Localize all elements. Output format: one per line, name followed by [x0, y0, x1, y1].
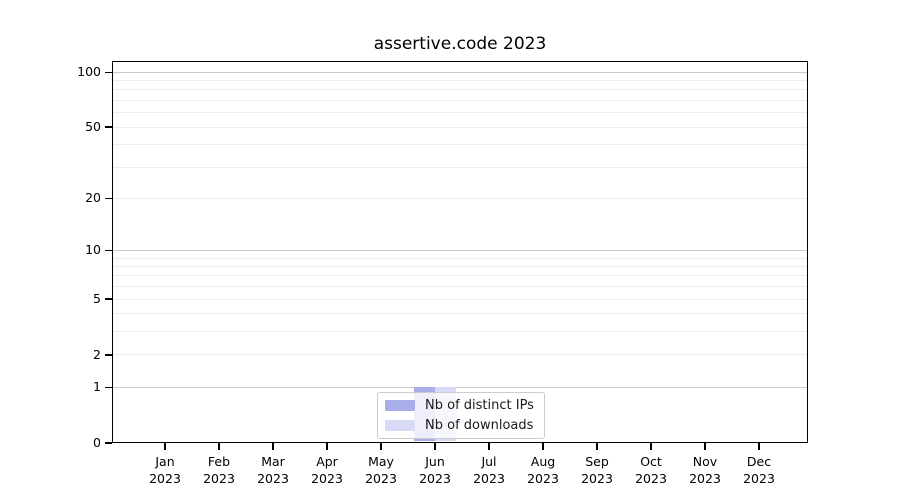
legend-label-distinct-ips: Nb of distinct IPs [425, 398, 534, 413]
x-tick-mark [650, 443, 652, 450]
x-tick-year: 2023 [581, 471, 613, 486]
x-tick-month: Oct [640, 454, 662, 469]
x-tick-mark [488, 443, 490, 450]
gridline-minor [113, 166, 807, 168]
gridline-minor [113, 257, 807, 259]
y-tick-mark [105, 354, 112, 356]
x-tick-year: 2023 [743, 471, 775, 486]
x-tick-label: Jan 2023 [135, 453, 195, 487]
gridline-minor [113, 112, 807, 114]
gridline-minor [113, 298, 807, 300]
x-tick-mark [272, 443, 274, 450]
gridlines-layer [113, 62, 807, 442]
x-tick-month: Feb [207, 454, 231, 469]
y-tick-mark [105, 71, 112, 73]
x-tick-month: Jul [481, 454, 497, 469]
gridline-minor [113, 354, 807, 356]
bars-layer [113, 62, 807, 442]
x-tick-mark [164, 443, 166, 450]
x-tick-label: Mar 2023 [243, 453, 303, 487]
gridline-major [113, 249, 807, 251]
plot-area: Nb of distinct IPs Nb of downloads [112, 61, 808, 443]
x-tick-year: 2023 [419, 471, 451, 486]
x-tick-month: Jan [155, 454, 175, 469]
gridline-minor [113, 144, 807, 146]
x-tick-year: 2023 [689, 471, 721, 486]
gridline-minor [113, 313, 807, 315]
x-tick-mark [758, 443, 760, 450]
x-tick-month: Dec [746, 454, 772, 469]
legend-label-downloads: Nb of downloads [425, 418, 534, 433]
x-tick-label: Dec 2023 [729, 453, 789, 487]
x-tick-year: 2023 [527, 471, 559, 486]
x-tick-year: 2023 [149, 471, 181, 486]
y-tick-label: 5 [93, 291, 101, 306]
gridline-minor [113, 286, 807, 288]
x-tick-label: Feb 2023 [189, 453, 249, 487]
x-tick-month: Nov [692, 454, 718, 469]
x-tick-label: Sep 2023 [567, 453, 627, 487]
x-tick-year: 2023 [473, 471, 505, 486]
x-tick-mark [704, 443, 706, 450]
y-tick-label: 50 [85, 119, 101, 135]
x-tick-mark [326, 443, 328, 450]
gridline-minor [113, 275, 807, 277]
gridline-minor [113, 100, 807, 101]
x-tick-month: Sep [585, 454, 609, 469]
gridline-minor [113, 80, 807, 82]
y-tick-mark [105, 386, 112, 389]
x-tick-label: Aug 2023 [513, 453, 573, 487]
x-tick-month: May [368, 454, 394, 469]
y-tick-label: 10 [85, 242, 101, 258]
x-tick-mark [380, 443, 382, 450]
legend-swatch-downloads [385, 420, 415, 431]
y-tick-mark [105, 126, 112, 128]
gridline-major [113, 71, 807, 73]
y-tick-label: 100 [77, 64, 101, 80]
x-tick-year: 2023 [365, 471, 397, 486]
x-tick-month: Jun [425, 454, 445, 469]
x-tick-label: Jul 2023 [459, 453, 519, 487]
x-tick-label: Nov 2023 [675, 453, 735, 487]
x-tick-label: May 2023 [351, 453, 411, 487]
gridline-minor [113, 266, 807, 267]
gridline-minor [113, 89, 807, 91]
x-tick-mark [542, 443, 544, 450]
x-tick-mark [434, 443, 436, 450]
gridline-minor [113, 331, 807, 333]
chart-title: assertive.code 2023 [373, 34, 547, 54]
y-tick-mark [105, 197, 112, 200]
x-tick-year: 2023 [203, 471, 235, 486]
y-tick-label: 0 [93, 435, 101, 450]
y-tick-mark [105, 442, 112, 444]
legend: Nb of distinct IPs Nb of downloads [377, 392, 545, 439]
x-tick-month: Mar [261, 454, 285, 469]
legend-swatch-distinct-ips [385, 400, 415, 411]
x-tick-month: Aug [530, 454, 556, 469]
x-tick-label: Oct 2023 [621, 453, 681, 487]
legend-item-distinct-ips: Nb of distinct IPs [378, 397, 544, 414]
x-tick-year: 2023 [257, 471, 289, 486]
x-tick-year: 2023 [311, 471, 343, 486]
y-tick-label: 20 [85, 190, 101, 206]
x-tick-label: Jun 2023 [405, 453, 465, 487]
x-tick-month: Apr [316, 454, 338, 469]
x-tick-year: 2023 [635, 471, 667, 486]
y-tick-mark [105, 249, 112, 252]
x-tick-mark [596, 443, 598, 450]
gridline-minor [113, 197, 807, 199]
gridline-minor [113, 126, 807, 128]
x-tick-mark [218, 443, 220, 450]
y-tick-mark [105, 298, 112, 300]
gridline-major [113, 386, 807, 388]
x-tick-label: Apr 2023 [297, 453, 357, 487]
y-tick-label: 1 [93, 379, 101, 395]
legend-item-downloads: Nb of downloads [378, 417, 544, 434]
y-tick-label: 2 [93, 346, 101, 362]
